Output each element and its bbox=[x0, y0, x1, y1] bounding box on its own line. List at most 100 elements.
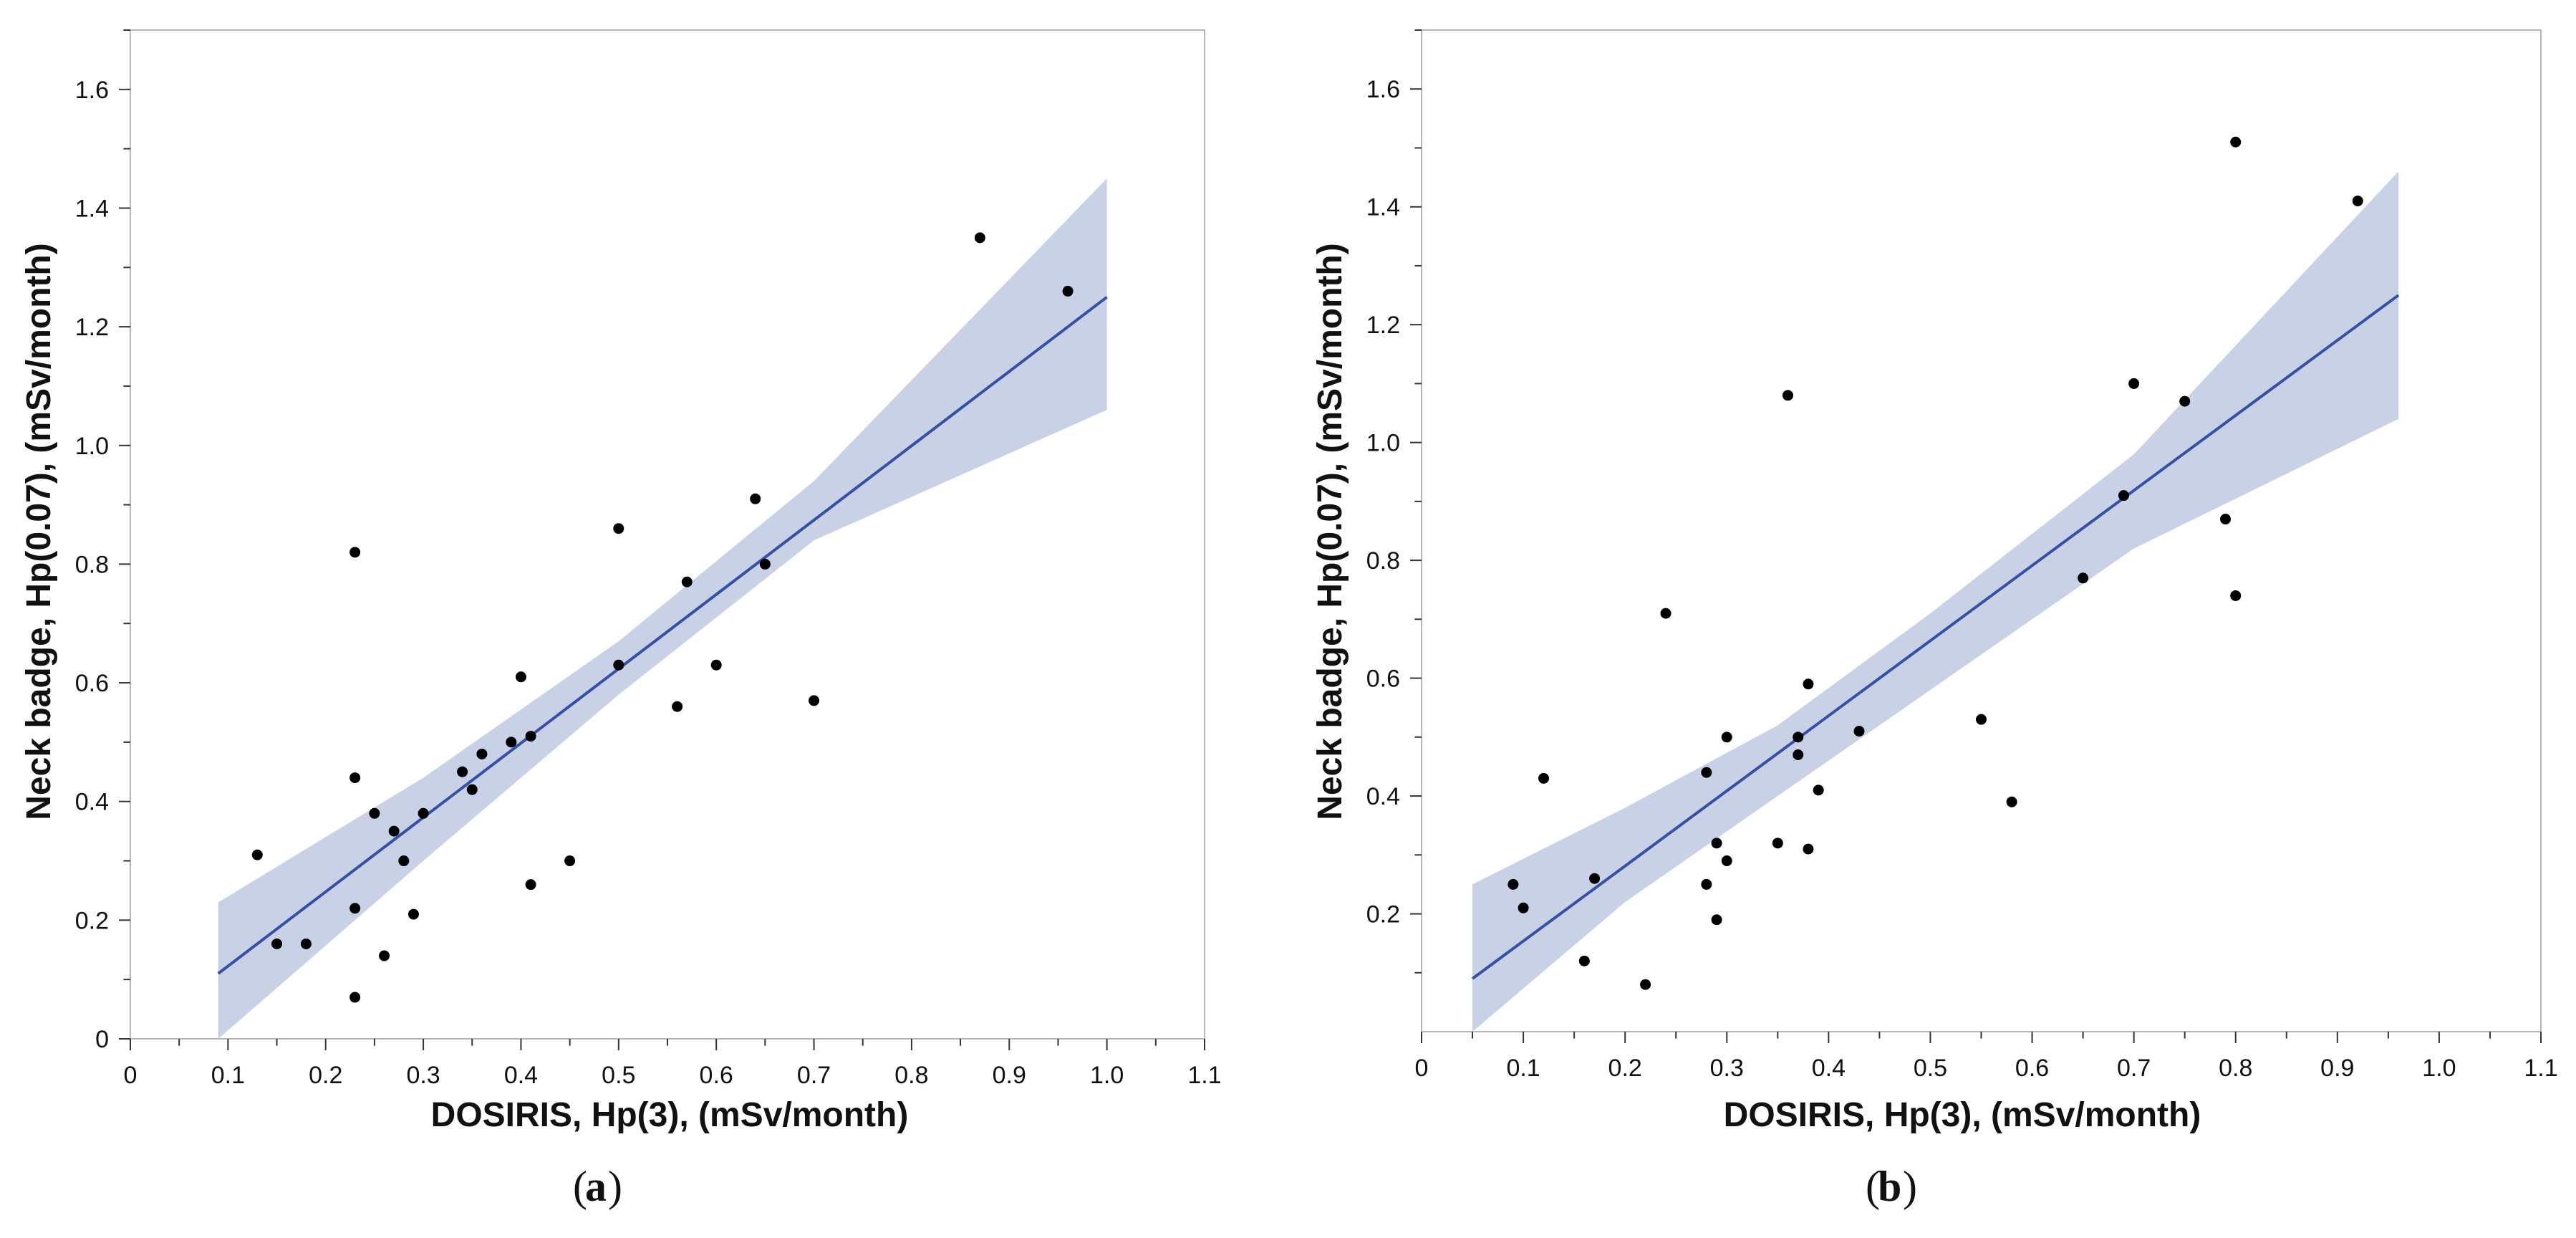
panel-a-data-point bbox=[613, 523, 624, 534]
panel-a-x-tick-label: 0.5 bbox=[602, 1062, 635, 1089]
panel-a-data-point bbox=[681, 576, 693, 587]
panel-b-x-tick-label: 0.6 bbox=[2015, 1055, 2049, 1082]
panel-b-y-tick-label: 1.2 bbox=[1366, 312, 1400, 339]
panel-a-data-point bbox=[974, 232, 985, 244]
panel-a-data-point bbox=[369, 807, 380, 819]
panel-b-data-point bbox=[1803, 678, 1814, 690]
panel-b-data-point bbox=[1793, 731, 1804, 743]
panel-a-x-axis: 0 0.1 0.2 0.3 0.4 0.5 0.6 0.7 0.8 0.9 1.0 1.1 bbox=[124, 1039, 1222, 1089]
panel-b-data-point bbox=[2179, 395, 2191, 407]
panel-a-data-point bbox=[466, 784, 478, 795]
panel-b-y-tick-label: 1.4 bbox=[1366, 194, 1400, 221]
panel-a-data-point bbox=[349, 992, 361, 1003]
panel-a-data-point bbox=[613, 659, 624, 671]
panel-a-letter: a bbox=[585, 1163, 607, 1210]
panel-a-y-tick-label: 0.2 bbox=[75, 907, 109, 934]
panel-b-data-point bbox=[1976, 714, 1987, 725]
panel-b-y-tick-label: 0.4 bbox=[1366, 783, 1400, 810]
svg-text:(: ( bbox=[573, 1163, 587, 1210]
panel-a-x-tick-label: 0.1 bbox=[211, 1062, 245, 1089]
panel-a-data-point bbox=[349, 772, 361, 784]
panel-b-x-tick-label: 0.3 bbox=[1710, 1055, 1744, 1082]
panel-a-x-tick-label: 0 bbox=[124, 1062, 138, 1089]
panel-a-data-point bbox=[476, 748, 488, 759]
panel-b-x-tick-label: 0.5 bbox=[1914, 1055, 1947, 1082]
panel-b-y-tick-label: 0.8 bbox=[1366, 547, 1400, 575]
panel-b-data-point bbox=[1508, 878, 1519, 890]
panel-b-data-point bbox=[1772, 838, 1783, 849]
panel-b-y-tick-label: 1.0 bbox=[1366, 430, 1400, 457]
panel-b-regression-line bbox=[1471, 294, 2400, 980]
panel-b-data-point bbox=[2230, 590, 2242, 601]
panel-a-data-point bbox=[672, 701, 683, 712]
panel-a-y-tick-label: 1.2 bbox=[75, 314, 109, 341]
panel-a-data-point bbox=[515, 671, 526, 683]
panel-a-data-point bbox=[525, 731, 536, 742]
panel-a-data-point bbox=[1062, 285, 1074, 297]
panel-b-y-tick-label: 0.6 bbox=[1366, 666, 1400, 693]
panel-b-x-tick-label: 0.1 bbox=[1506, 1055, 1540, 1082]
panel-a-data-point bbox=[379, 950, 390, 961]
panel-a-x-tick-label: 1.1 bbox=[1187, 1062, 1221, 1089]
panel-b-y-axis: 0.2 0.4 0.6 0.8 1.0 1.2 1.4 1.6 bbox=[1366, 29, 1422, 974]
panel-a-data-point bbox=[457, 766, 468, 777]
panel-a-data-point bbox=[506, 736, 517, 748]
panel-b-data-point bbox=[1578, 955, 1590, 966]
panel-b-chart: 0 0.1 0.2 0.3 0.4 0.5 0.6 0.7 0.8 0.9 1.0 1.1 0.2 0.4… bbox=[1366, 29, 2558, 1082]
panel-a-data-point bbox=[388, 825, 400, 837]
panel-b-x-axis-title: DOSIRIS, Hp(3), (mSv/month) bbox=[1724, 1096, 2201, 1134]
panel-a-data-point bbox=[525, 879, 536, 891]
panel-a-caption: ( a ) bbox=[573, 1163, 622, 1210]
panel-a-x-tick-label: 0.6 bbox=[700, 1062, 733, 1089]
panel-b-data-point bbox=[1793, 749, 1804, 760]
panel-b-x-tick-label: 1.1 bbox=[2524, 1055, 2557, 1082]
panel-b-data-points bbox=[1508, 136, 2363, 990]
panel-a-regression-line bbox=[217, 296, 1108, 975]
panel-a-y-tick-label: 1.0 bbox=[75, 433, 109, 460]
panel-a-data-points bbox=[251, 232, 1074, 1003]
panel-a-y-tick-label: 0.8 bbox=[75, 551, 109, 578]
panel-a-x-tick-label: 0.8 bbox=[894, 1062, 928, 1089]
svg-text:): ) bbox=[1903, 1163, 1917, 1210]
panel-b-data-point bbox=[2118, 490, 2129, 502]
panel-b-data-point bbox=[1721, 855, 1732, 867]
panel-b-data-point bbox=[1803, 843, 1814, 855]
panel-b-data-point bbox=[1640, 979, 1651, 990]
panel-a-x-tick-label: 0.7 bbox=[797, 1062, 831, 1089]
panel-b-data-point bbox=[1711, 838, 1722, 849]
panel-a-x-tick-label: 0.2 bbox=[309, 1062, 342, 1089]
panel-b-data-point bbox=[2230, 136, 2242, 148]
panel-b-x-tick-label: 1.0 bbox=[2422, 1055, 2456, 1082]
panel-a-data-point bbox=[750, 493, 761, 504]
panel-b-x-tick-label: 0.9 bbox=[2320, 1055, 2354, 1082]
panel-b-data-point bbox=[2220, 514, 2232, 525]
panel-a-y-axis-title: Neck badge, Hp(0.07), (mSv/month) bbox=[20, 243, 58, 820]
panel-a-data-point bbox=[809, 695, 820, 706]
panel-b-data-point bbox=[1783, 390, 1794, 401]
panel-b-y-axis-title: Neck badge, Hp(0.07), (mSv/month) bbox=[1311, 243, 1349, 820]
panel-b-x-tick-label: 0.2 bbox=[1608, 1055, 1642, 1082]
panel-b-data-point bbox=[1701, 878, 1712, 890]
panel-b-data-point bbox=[2352, 195, 2363, 206]
panel-b-data-point bbox=[1538, 772, 1550, 784]
panel-b-data-point bbox=[2078, 572, 2089, 584]
panel-b-data-point bbox=[1721, 731, 1732, 743]
panel-a-data-point bbox=[251, 849, 263, 860]
panel-b-x-tick-label: 0.4 bbox=[1812, 1055, 1846, 1082]
panel-a-x-tick-label: 0.4 bbox=[504, 1062, 538, 1089]
panel-a-data-point bbox=[300, 938, 312, 949]
panel-a-data-point bbox=[759, 558, 771, 570]
svg-text:): ) bbox=[608, 1163, 622, 1210]
panel-b-data-point bbox=[1660, 608, 1671, 619]
panel-b-x-tick-label: 0.7 bbox=[2117, 1055, 2151, 1082]
panel-a-x-tick-label: 1.0 bbox=[1090, 1062, 1124, 1089]
panel-a-y-tick-label: 0 bbox=[95, 1026, 109, 1053]
panel-b-data-point bbox=[1701, 767, 1712, 778]
panel-a-y-tick-label: 1.6 bbox=[75, 77, 109, 104]
panel-b-data-point bbox=[1813, 784, 1824, 796]
panel-b-y-tick-label: 0.2 bbox=[1366, 901, 1400, 929]
svg-text:(: ( bbox=[1866, 1163, 1880, 1210]
panel-b-x-tick-label: 0 bbox=[1415, 1055, 1429, 1082]
panel-b-data-point bbox=[1589, 873, 1601, 884]
